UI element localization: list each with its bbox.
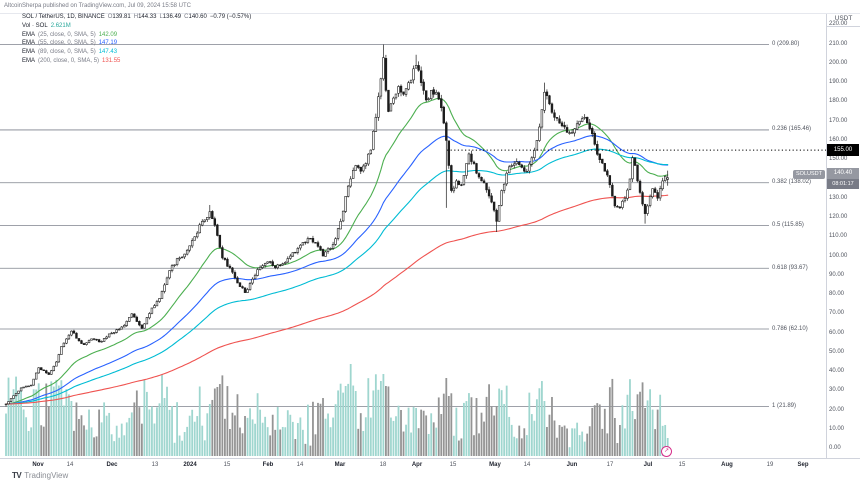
bar-countdown-badge: 08:01:17: [827, 178, 859, 189]
indicator-name: EMA: [22, 49, 36, 56]
indicator-value: 131.55: [102, 57, 121, 64]
time-tick-Feb: Feb: [262, 462, 274, 468]
price-axis-separator: [826, 14, 827, 458]
price-tick-170: 170.00: [829, 117, 848, 124]
price-tick-190: 190.00: [829, 79, 848, 86]
legend-ohlc-h: H144.33: [133, 14, 157, 20]
time-tick-17: 17: [606, 462, 614, 468]
price-tick-60: 60.00: [829, 329, 845, 336]
time-tick-13: 13: [151, 462, 159, 468]
indicator-params: (200, close, 0, SMA, 5): [38, 57, 100, 64]
attribution-separator: [0, 13, 860, 14]
price-tick-150: 150.00: [829, 156, 848, 163]
legend-indicator-row-0[interactable]: Vol · SOL 2.621M: [22, 22, 251, 31]
fib-label-0.236: 0.236 (165.46): [772, 126, 812, 133]
time-tick-Dec: Dec: [106, 462, 118, 468]
tradingview-brand-text: TradingView: [24, 471, 69, 480]
time-tick-Mar: Mar: [334, 462, 346, 468]
indicator-params: (25, close, 0, SMA, 5): [38, 31, 96, 38]
attribution-bar: AltcoinSherpa published on TradingView.c…: [4, 3, 192, 9]
legend-change: −0.79 (−0.57%): [209, 14, 252, 20]
fib-lines: [0, 44, 769, 407]
price-tick-130: 130.00: [829, 194, 848, 201]
time-tick-14: 14: [523, 462, 531, 468]
fib-label-0: 0 (209.80): [772, 41, 800, 47]
time-tick-Nov: Nov: [32, 462, 44, 468]
price-tick-10: 10.00: [829, 425, 845, 432]
time-tick-May: May: [489, 462, 501, 468]
level-price-badge: 155.00: [827, 144, 859, 156]
price-tick-40: 40.00: [829, 368, 845, 375]
legend-symbol-row[interactable]: SOL / TetherUS, 1D, BINANCE O139.81 H144.3…: [22, 13, 251, 22]
price-tick-180: 180.00: [829, 98, 848, 105]
price-axis-currency-label: USDT: [834, 15, 853, 22]
price-tick-200: 200.00: [829, 59, 848, 66]
time-tick-19: 19: [766, 462, 774, 468]
indicator-name: Vol · SOL: [22, 22, 48, 29]
legend-ohlc-o: O139.81: [107, 14, 131, 20]
price-tick-70: 70.00: [829, 310, 845, 317]
legend-ohlc-c: C140.60: [184, 14, 207, 20]
candles: [4, 44, 669, 407]
time-tick-Apr: Apr: [411, 462, 423, 468]
price-tick-0: 0.00: [829, 445, 841, 452]
indicator-params: (89, close, 0, SMA, 5): [38, 49, 96, 56]
time-tick-Aug: Aug: [721, 462, 733, 468]
legend-ohlc-l: L136.49: [159, 14, 182, 20]
last-price-badge: 140.40: [827, 167, 859, 179]
circled-arrow-icon: ↗: [661, 446, 672, 457]
price-tick-210: 210.00: [829, 40, 848, 47]
indicator-value: 142.09: [98, 31, 118, 38]
time-tick-14: 14: [66, 462, 74, 468]
legend-indicator-row-2[interactable]: EMA (55, close, 0, SMA, 5) 147.19: [22, 39, 251, 48]
price-tick-20: 20.00: [829, 406, 845, 413]
fib-label-0.5: 0.5 (115.85): [772, 221, 804, 228]
price-tick-110: 110.00: [829, 233, 847, 240]
tradingview-logo-icon: TV: [12, 471, 22, 480]
indicator-value: 2.621M: [50, 22, 71, 29]
time-tick-Sep: Sep: [797, 462, 809, 468]
time-tick-Jul: Jul: [643, 462, 653, 468]
price-tick-90: 90.00: [829, 271, 845, 278]
ema-lines: [5, 97, 669, 405]
price-tick-50: 50.00: [829, 348, 845, 355]
chart-legend[interactable]: SOL / TetherUS, 1D, BINANCE O139.81 H144.3…: [22, 13, 251, 66]
indicator-params: (55, close, 0, SMA, 5): [38, 40, 96, 47]
fib-label-1: 1 (21.89): [772, 402, 797, 409]
time-axis-separator: [0, 458, 860, 459]
legend-symbol-title: SOL / TetherUS, 1D, BINANCE: [22, 14, 105, 20]
price-tick-160: 160.00: [829, 136, 848, 143]
fib-label-0.786: 0.786 (62.10): [772, 325, 808, 332]
indicator-value: 147.43: [98, 49, 118, 56]
time-tick-15: 15: [678, 462, 686, 468]
price-tick-80: 80.00: [829, 291, 845, 298]
time-tick-18: 18: [379, 462, 387, 468]
time-tick-15: 15: [223, 462, 231, 468]
symbol-name-tag: SOLUSDT: [793, 170, 825, 179]
time-tick-15: 15: [449, 462, 457, 468]
tradingview-watermark[interactable]: TV TradingView: [12, 471, 68, 480]
fib-label-0.382: 0.382 (138.02): [772, 179, 812, 186]
currency-label-separator: [827, 26, 860, 27]
fib-label-0.618: 0.618 (93.67): [772, 264, 808, 271]
price-tick-100: 100.00: [829, 252, 848, 259]
price-tick-220: 220.00: [829, 21, 848, 28]
price-tick-120: 120.00: [829, 213, 848, 220]
legend-indicator-row-4[interactable]: EMA (200, close, 0, SMA, 5) 131.55: [22, 57, 251, 66]
indicator-name: EMA: [22, 40, 36, 47]
indicator-value: 147.19: [98, 40, 118, 47]
volume-bars: [5, 364, 669, 456]
legend-indicator-row-3[interactable]: EMA (89, close, 0, SMA, 5) 147.43: [22, 48, 251, 57]
indicator-name: EMA: [22, 31, 36, 38]
time-tick-Jun: Jun: [566, 462, 578, 468]
price-chart-canvas[interactable]: [0, 0, 860, 458]
price-tick-30: 30.00: [829, 387, 845, 394]
indicator-name: EMA: [22, 57, 36, 64]
time-tick-14: 14: [296, 462, 304, 468]
time-tick-2024: 2024: [183, 462, 197, 468]
legend-indicator-row-1[interactable]: EMA (25, close, 0, SMA, 5) 142.09: [22, 31, 251, 40]
